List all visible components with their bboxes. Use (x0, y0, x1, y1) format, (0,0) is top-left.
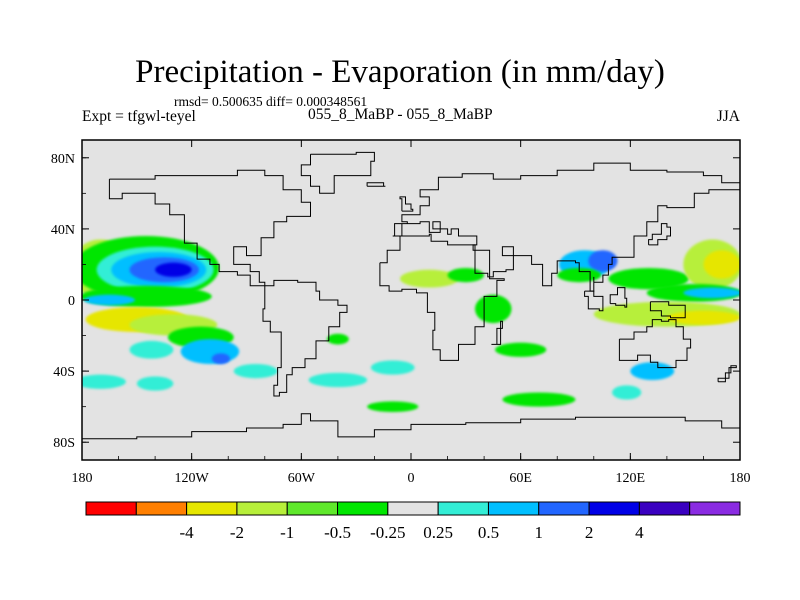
coastline-new-guinea (649, 301, 686, 319)
precip-field-region (630, 362, 675, 380)
precip-field-region (703, 250, 740, 279)
experiment-label: Expt = tfgwl-teyel (82, 108, 196, 125)
colorbar-box (186, 501, 238, 516)
precip-field-region (608, 268, 689, 290)
precip-field-region (129, 340, 174, 359)
precip-field-region (367, 401, 419, 412)
precip-field-region (155, 262, 192, 277)
lon-tick-label: 180 (72, 471, 93, 486)
coastline-borneo (609, 287, 628, 308)
colorbar-label: -0.5 (324, 523, 351, 542)
precip-field-region (447, 268, 485, 283)
coastline-eurasia (392, 162, 740, 292)
colorbar-box (538, 501, 590, 516)
colorbar-label: 1 (535, 523, 544, 542)
coastline-iceland (366, 182, 386, 187)
chart-title: Precipitation - Evaporation (in mm/day) (135, 54, 665, 90)
precip-field-region (211, 353, 231, 364)
colorbar-box (689, 501, 741, 516)
precip-field-region (180, 339, 240, 364)
colorbar-label: -2 (230, 523, 244, 542)
precip-field-region (136, 376, 174, 391)
lat-tick-label: 80S (53, 436, 75, 451)
colorbar-box (638, 501, 691, 516)
lon-tick-label: 0 (408, 471, 415, 486)
coastline-antarctica (82, 413, 740, 440)
coastline-australia (618, 319, 692, 369)
colorbar-label: -4 (180, 523, 195, 542)
colorbar-box (387, 501, 439, 516)
colorbar-box (588, 501, 640, 516)
lat-tick-label: 0 (68, 294, 75, 309)
precip-field-layer (82, 236, 740, 412)
colorbar-label: 4 (635, 523, 644, 542)
precip-field-region (370, 360, 415, 375)
colorbar-box (286, 501, 339, 516)
colorbar-label: 0.25 (423, 523, 453, 542)
precip-field-region (233, 364, 278, 379)
colorbar-box (236, 501, 288, 516)
precip-field-region (588, 250, 618, 272)
lon-tick-label: 60W (288, 471, 316, 486)
colorbar: -4 -2 -1 -0.5 -0.25 0.25 0.5 1 2 4 (85, 501, 741, 542)
lat-tick-label: 80N (51, 152, 75, 167)
colorbar-label: -0.25 (370, 523, 405, 542)
coastline-britain (399, 196, 414, 212)
lon-tick-label: 180 (730, 471, 751, 486)
colorbar-box (135, 501, 188, 516)
season-label: JJA (716, 108, 740, 125)
coastline-layer (82, 151, 740, 440)
precip-field-region (326, 333, 349, 345)
colorbar-box (437, 501, 489, 516)
precip-field-region (83, 294, 136, 306)
precip-field-region (474, 294, 512, 324)
lon-tick-label: 60E (509, 471, 532, 486)
colorbar-label: 0.5 (478, 523, 499, 542)
colorbar-label: -1 (280, 523, 294, 542)
stats-text: rmsd= 0.500635 diff= 0.000348561 (174, 94, 368, 109)
lat-tick-label: 40N (51, 223, 75, 238)
lon-tick-label: 120E (616, 471, 646, 486)
precip-field-region (502, 392, 576, 407)
axis-tick-layer: 180 120W 60W 0 60E 120E 180 80N 40N 0 40S 80S (51, 140, 751, 486)
precip-field-region (683, 287, 740, 299)
colorbar-box (487, 501, 540, 516)
colorbar-box (337, 501, 389, 516)
coastline-africa (379, 233, 505, 361)
coastline-south-america (262, 279, 348, 397)
precip-field-region (495, 342, 547, 357)
precip-field-region (612, 385, 642, 400)
precip-field-region (400, 269, 459, 288)
coastline-madagascar (491, 320, 503, 345)
precip-field-region (82, 374, 126, 389)
coastline-japan (648, 223, 671, 246)
lat-tick-label: 40S (53, 365, 75, 380)
colorbar-label: 2 (585, 523, 594, 542)
coastline-greenland (300, 151, 375, 194)
precip-field-region (308, 372, 368, 388)
coastline-sumatra (584, 290, 604, 312)
coastline-north-america (108, 169, 311, 287)
coastline-new-zealand (717, 365, 737, 383)
cases-label: 055_8_MaBP - 055_8_MaBP (308, 106, 493, 123)
lon-tick-label: 120W (175, 471, 210, 486)
colorbar-box (85, 501, 137, 516)
